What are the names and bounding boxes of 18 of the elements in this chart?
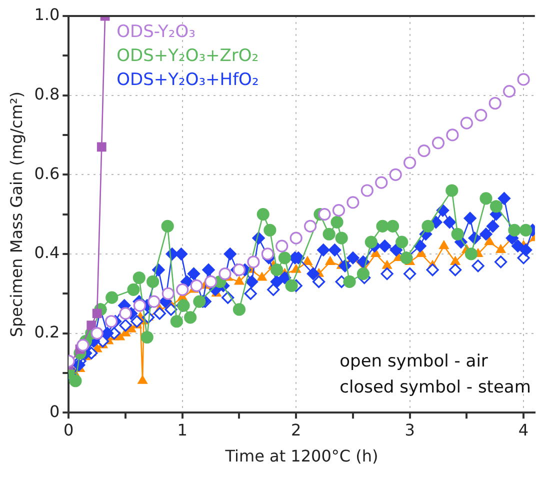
- y-tick-label: 0.2: [34, 322, 60, 342]
- text: ODS+Y₂O₃+HfO₂: [116, 70, 259, 90]
- annotation: open symbol - air: [340, 352, 488, 372]
- annotation: closed symbol - steam: [340, 378, 531, 398]
- y-tick-label: 0.4: [34, 243, 60, 262]
- text: ODS+Y₂O₃+ZrO₂: [116, 46, 259, 66]
- x-axis-title: Time at 1200°C (h): [224, 446, 378, 466]
- y-tick-label: 0.6: [34, 164, 60, 183]
- y-tick-label: 0: [49, 402, 60, 421]
- x-tick-label: 2: [290, 420, 302, 440]
- x-tick-label: 1: [177, 420, 188, 440]
- y-tick-label: 0.8: [34, 84, 60, 104]
- y-tick-label: 1.0: [34, 5, 60, 24]
- x-tick-label: 0: [64, 420, 74, 440]
- x-tick-label: 4: [518, 420, 529, 440]
- y-axis-title: Specimen Mass Gain (mg/cm²): [6, 91, 26, 338]
- text: ODS-Y₂O₃: [116, 22, 196, 42]
- x-tick-label: 3: [404, 420, 415, 440]
